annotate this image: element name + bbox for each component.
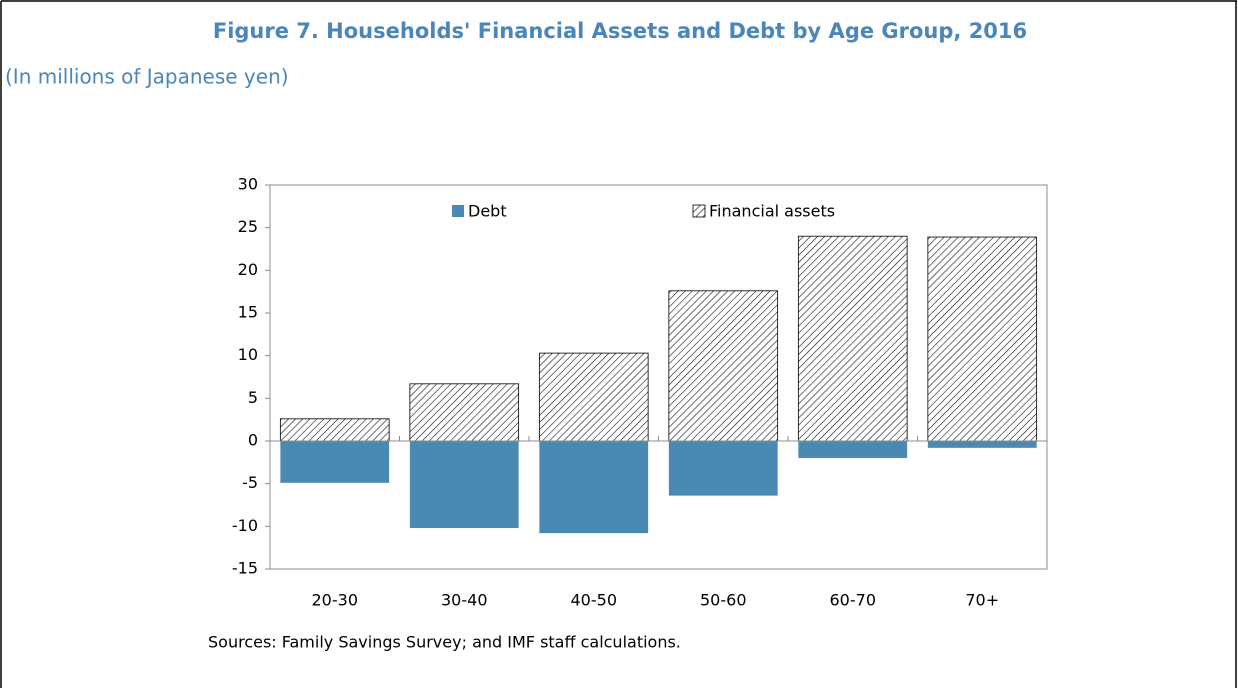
bar	[927, 441, 1037, 448]
y-tick-label: -15	[232, 559, 258, 578]
y-tick-label: 5	[248, 388, 258, 407]
y-tick-label: 30	[238, 175, 258, 194]
legend-label: Debt	[468, 202, 507, 221]
bar	[927, 236, 1038, 442]
y-tick-label: 15	[238, 303, 258, 322]
bar	[668, 441, 778, 496]
legend-label: Financial assets	[709, 202, 835, 221]
y-tick-label: 20	[238, 260, 258, 279]
bar	[668, 290, 779, 442]
bar	[280, 441, 390, 483]
y-tick-label: 0	[248, 431, 258, 450]
bar	[409, 383, 520, 442]
legend-swatch	[452, 205, 464, 217]
x-tick-label: 70+	[965, 591, 999, 610]
bar	[539, 441, 649, 534]
x-tick-label: 40-50	[571, 591, 618, 610]
x-tick-label: 20-30	[312, 591, 359, 610]
y-tick-label: 25	[238, 217, 258, 236]
x-tick-label: 50-60	[700, 591, 747, 610]
bar	[279, 418, 390, 442]
bar	[798, 441, 908, 459]
y-tick-label: -5	[242, 473, 258, 492]
chart-subtitle: (In millions of Japanese yen)	[5, 65, 289, 89]
source-note: Sources: Family Savings Survey; and IMF …	[208, 633, 681, 652]
bar	[797, 235, 908, 442]
chart-title: Figure 7. Households' Financial Assets a…	[213, 19, 1027, 43]
legend-swatch	[692, 204, 706, 218]
x-tick-label: 60-70	[830, 591, 877, 610]
bar	[538, 352, 649, 442]
x-tick-label: 30-40	[441, 591, 488, 610]
y-tick-label: -10	[232, 516, 258, 535]
bar	[409, 441, 519, 529]
plot-area	[269, 184, 1048, 570]
y-tick-label: 10	[238, 345, 258, 364]
